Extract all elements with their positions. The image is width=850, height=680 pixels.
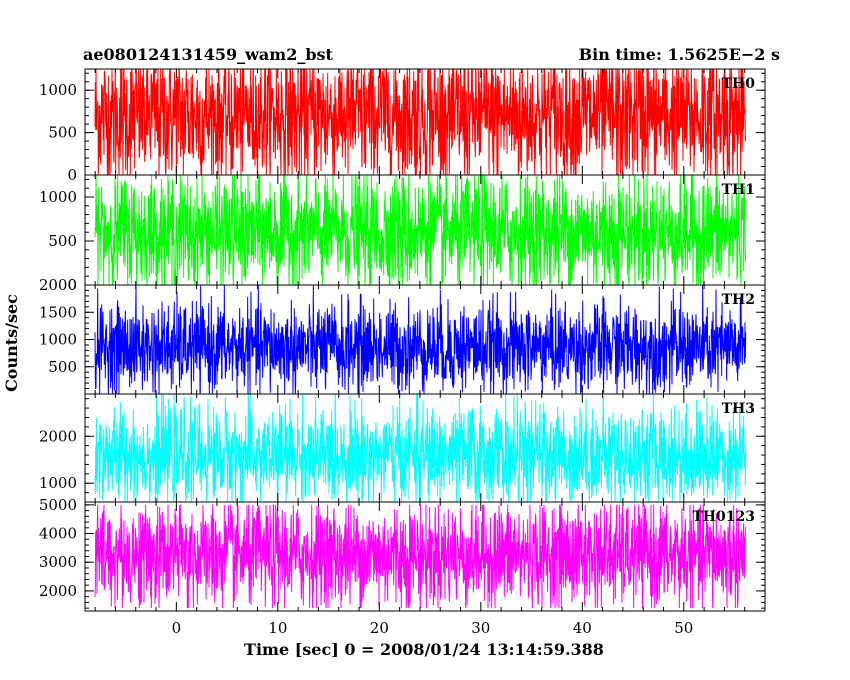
panel-th0: 0 500 1000 TH0 xyxy=(39,67,766,184)
series-label-th1: TH1 xyxy=(722,182,755,198)
x-tick-label: 50 xyxy=(674,619,693,637)
y-tick-label: 500 xyxy=(48,232,77,250)
series-th1 xyxy=(94,174,747,287)
y-tick-label: 4000 xyxy=(39,525,77,543)
series-th2 xyxy=(94,284,747,395)
panel-th0123: 2000 3000 4000 5000 TH0123 xyxy=(39,496,766,612)
y-tick-label: 0 xyxy=(67,276,77,294)
series-label-th3: TH3 xyxy=(722,401,755,417)
y-axis-label: Counts/sec xyxy=(2,294,21,392)
panel-th1: 0 500 1000 TH1 xyxy=(39,174,766,294)
series-th0123 xyxy=(94,503,747,609)
x-tick-label: 0 xyxy=(172,619,182,637)
plot-title: ae080124131459_wam2_bst xyxy=(83,45,334,64)
x-tick-label: 20 xyxy=(370,619,389,637)
y-tick-label: 1000 xyxy=(39,188,77,206)
x-axis-label: Time [sec] 0 = 2008/01/24 13:14:59.388 xyxy=(244,640,604,659)
y-tick-label: 1000 xyxy=(39,331,77,349)
y-tick-label: 0 xyxy=(67,166,77,184)
y-tick-label: 3000 xyxy=(39,553,77,571)
bin-time-label: Bin time: 1.5625E−2 s xyxy=(579,45,780,64)
series-label-th2: TH2 xyxy=(722,292,755,308)
y-tick-label: 1000 xyxy=(39,81,77,99)
y-tick-label: 2000 xyxy=(39,582,77,600)
series-th3 xyxy=(94,393,747,503)
series-label-th0123: TH0123 xyxy=(692,509,755,525)
series-label-th0: TH0 xyxy=(722,76,756,92)
y-tick-label: 1000 xyxy=(39,474,77,492)
series-th0 xyxy=(94,67,747,176)
y-tick-label: 2000 xyxy=(39,427,77,445)
y-tick-label: 2000 xyxy=(39,276,77,294)
panel-th3: 1000 2000 TH3 xyxy=(39,393,766,503)
y-tick-label: 1500 xyxy=(39,303,77,321)
x-tick-label: 40 xyxy=(573,619,592,637)
x-tick-label: 10 xyxy=(268,619,287,637)
y-tick-label: 5000 xyxy=(39,496,77,514)
x-tick-label: 30 xyxy=(471,619,490,637)
panel-th2: 500 1000 1500 2000 TH2 xyxy=(39,276,766,395)
y-tick-label: 500 xyxy=(48,358,77,376)
y-tick-label: 500 xyxy=(48,124,77,142)
